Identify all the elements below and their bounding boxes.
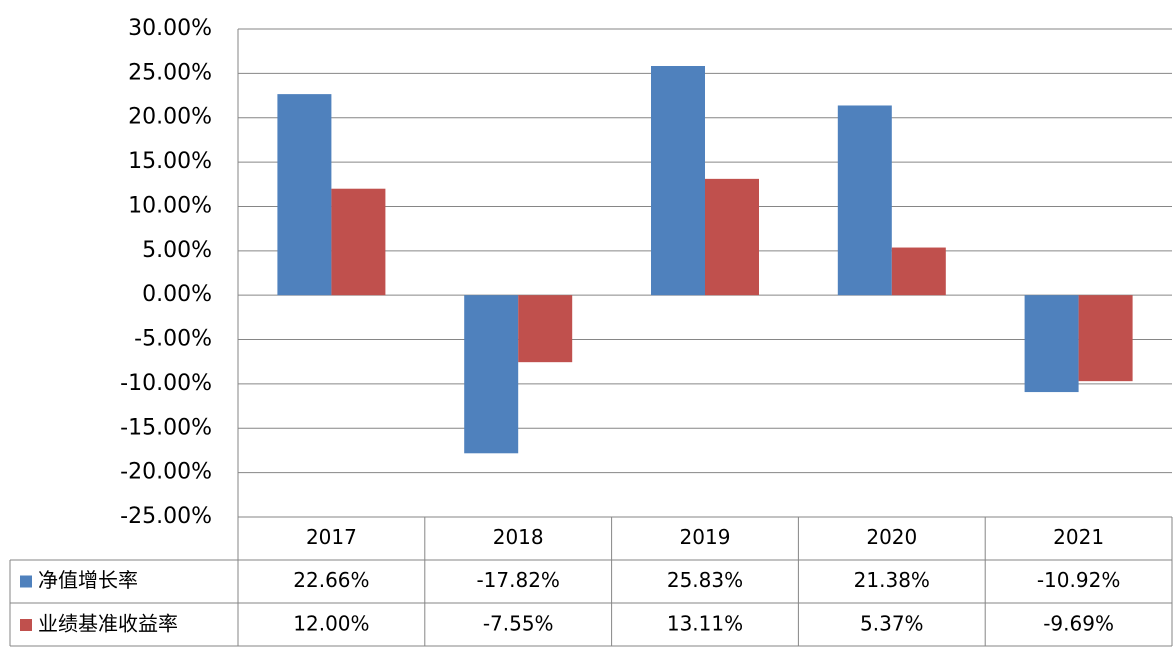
data-label: 12.00%: [293, 612, 369, 636]
y-tick-label: 15.00%: [128, 149, 212, 174]
bar: [651, 65, 705, 296]
y-tick-label: -10.00%: [120, 371, 212, 396]
bar: [331, 188, 386, 296]
y-tick-label: 20.00%: [128, 105, 212, 130]
y-tick-label: 25.00%: [128, 60, 212, 85]
y-tick-label: 30.00%: [128, 16, 212, 41]
y-tick-label: 10.00%: [128, 193, 212, 218]
bar: [464, 295, 519, 454]
y-tick-label: -20.00%: [120, 460, 212, 485]
data-label: 25.83%: [667, 568, 743, 592]
bar: [518, 295, 573, 363]
x-tick-label: 2020: [866, 525, 917, 549]
data-label: 22.66%: [293, 568, 369, 592]
data-label: 13.11%: [667, 612, 743, 636]
bar: [1024, 295, 1079, 393]
y-tick-label: -25.00%: [120, 504, 212, 529]
data-label: -10.92%: [1037, 568, 1120, 592]
data-label: 21.38%: [854, 568, 930, 592]
bar: [1078, 295, 1133, 382]
bar: [277, 94, 332, 296]
bar: [891, 247, 946, 296]
legend-label: 净值增长率: [38, 568, 138, 592]
y-tick-label: 0.00%: [142, 282, 212, 307]
legend-swatch: [20, 619, 32, 631]
data-label: 5.37%: [860, 612, 924, 636]
bar: [837, 105, 892, 296]
y-tick-label: 5.00%: [142, 238, 212, 263]
bar: [705, 178, 759, 296]
y-tick-label: -5.00%: [134, 327, 212, 352]
x-tick-label: 2018: [493, 525, 544, 549]
data-label: -9.69%: [1043, 612, 1114, 636]
x-tick-label: 2019: [680, 525, 731, 549]
data-label: -7.55%: [483, 612, 554, 636]
data-label: -17.82%: [476, 568, 559, 592]
legend-swatch: [20, 575, 32, 588]
y-tick-label: -15.00%: [120, 415, 212, 440]
x-tick-label: 2017: [306, 525, 357, 549]
x-tick-label: 2021: [1053, 525, 1104, 549]
legend-label: 业绩基准收益率: [38, 612, 178, 636]
